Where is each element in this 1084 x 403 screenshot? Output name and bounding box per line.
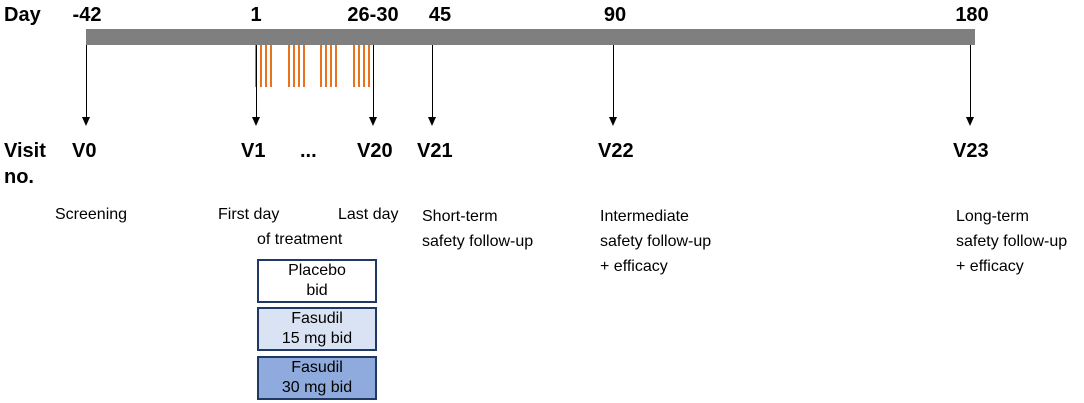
- dosing-tick: [265, 45, 267, 87]
- dosing-tick: [303, 45, 305, 87]
- desc-first-day: First day: [218, 206, 280, 223]
- treatment-fasudil30-line1: Fasudil: [291, 359, 343, 376]
- treatment-placebo-line2: bid: [306, 282, 328, 299]
- day-45: 45: [428, 4, 452, 26]
- dosing-tick: [363, 45, 365, 87]
- dosing-tick: [260, 45, 262, 87]
- desc-last-day: Last day: [338, 206, 399, 223]
- desc-long-term-line3: + efficacy: [956, 258, 1024, 275]
- day-1: 1: [250, 4, 262, 26]
- desc-intermediate-line2: safety follow-up: [600, 233, 712, 250]
- visit-v23: V23: [953, 140, 989, 162]
- treatment-box-placebo: Placebo bid: [257, 259, 377, 303]
- arrow-v0-line: [86, 45, 87, 119]
- arrow-v23-head: [966, 117, 974, 126]
- visit-v0: V0: [72, 140, 97, 162]
- desc-of-treatment: of treatment: [257, 231, 343, 248]
- arrow-v20-head: [369, 117, 377, 126]
- dosing-tick: [330, 45, 332, 87]
- visit-ellipsis: ...: [300, 140, 317, 162]
- visit-v22: V22: [598, 140, 634, 162]
- dosing-tick: [335, 45, 337, 87]
- treatment-fasudil15-line2: 15 mg bid: [281, 330, 353, 347]
- desc-long-term: Long-term safety follow-up + efficacy: [956, 204, 1067, 279]
- arrow-v22-line: [613, 45, 614, 119]
- timeline-bar: [86, 29, 975, 45]
- desc-intermediate: Intermediate safety follow-up + efficacy: [600, 204, 711, 279]
- day-180: 180: [955, 4, 989, 26]
- dosing-tick: [353, 45, 355, 87]
- treatment-fasudil30-line2: 30 mg bid: [281, 379, 353, 396]
- dosing-tick: [320, 45, 322, 87]
- arrow-v22-head: [609, 117, 617, 126]
- visit-v21: V21: [417, 140, 453, 162]
- arrow-v21-line: [432, 45, 433, 119]
- dosing-tick: [270, 45, 272, 87]
- day-axis-label: Day: [4, 4, 41, 26]
- day-minus-42: -42: [72, 4, 102, 26]
- treatment-box-fasudil-30: Fasudil 30 mg bid: [257, 356, 377, 400]
- desc-screening: Screening: [55, 206, 128, 223]
- day-90: 90: [603, 4, 627, 26]
- arrow-v21-head: [428, 117, 436, 126]
- dosing-tick: [298, 45, 300, 87]
- visit-v1: V1: [241, 140, 266, 162]
- arrow-v1-head: [252, 117, 260, 126]
- arrow-v20-line: [373, 45, 374, 119]
- arrow-v0-head: [82, 117, 90, 126]
- visit-label-line2: no.: [4, 166, 34, 188]
- visit-v20: V20: [357, 140, 393, 162]
- dosing-tick: [288, 45, 290, 87]
- visit-axis-label: Visit no.: [4, 138, 46, 190]
- desc-short-term-line2: safety follow-up: [422, 233, 534, 250]
- visit-label-line1: Visit: [4, 140, 46, 162]
- dosing-tick: [358, 45, 360, 87]
- desc-intermediate-line1: Intermediate: [600, 208, 689, 225]
- desc-intermediate-line3: + efficacy: [600, 258, 668, 275]
- treatment-box-fasudil-15: Fasudil 15 mg bid: [257, 307, 377, 351]
- desc-long-term-line1: Long-term: [956, 208, 1029, 225]
- desc-short-term: Short-term safety follow-up: [422, 204, 533, 254]
- dosing-tick: [368, 45, 370, 87]
- arrow-v23-line: [970, 45, 971, 119]
- desc-long-term-line2: safety follow-up: [956, 233, 1068, 250]
- desc-short-term-line1: Short-term: [422, 208, 498, 225]
- treatment-fasudil15-line1: Fasudil: [291, 310, 343, 327]
- dosing-tick: [325, 45, 327, 87]
- dosing-tick: [293, 45, 295, 87]
- arrow-v1-line: [256, 45, 257, 119]
- day-26-30: 26-30: [347, 4, 399, 26]
- treatment-placebo-line1: Placebo: [288, 262, 346, 279]
